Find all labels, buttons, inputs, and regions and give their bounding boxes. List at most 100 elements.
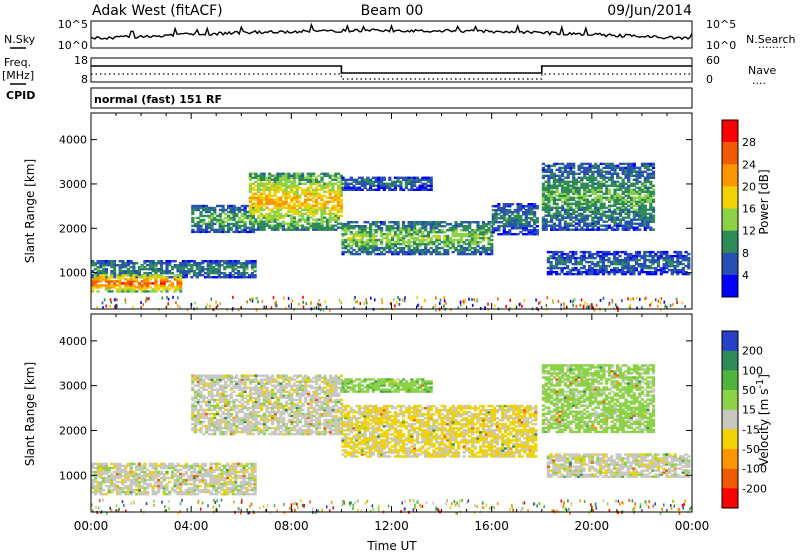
echo-cell xyxy=(574,268,578,272)
echo-cell xyxy=(451,233,455,236)
echo-cell xyxy=(605,196,609,199)
echo-cell xyxy=(317,208,321,211)
echo-cell xyxy=(396,240,400,244)
echo-cell xyxy=(601,254,605,258)
echo-cell xyxy=(129,472,133,476)
echo-cell xyxy=(476,221,480,224)
echo-cell xyxy=(516,215,520,218)
echo-cell xyxy=(607,258,611,262)
echo-cell xyxy=(360,227,364,230)
echo-cell xyxy=(284,190,288,193)
echo-cell xyxy=(190,478,194,482)
echo-cell xyxy=(572,202,576,205)
echo-cell xyxy=(238,218,242,222)
echo-cell xyxy=(170,488,175,492)
echo-cell xyxy=(270,178,274,181)
echo-cell xyxy=(607,192,612,195)
echo-cell xyxy=(462,229,466,232)
echo-cell xyxy=(643,266,647,270)
echo-cell xyxy=(561,188,565,191)
echo-cell xyxy=(151,486,155,490)
echo-cell xyxy=(659,256,663,260)
echo-cell xyxy=(140,486,144,490)
echo-cell xyxy=(157,484,161,488)
echo-cell xyxy=(560,270,564,274)
echo-cell xyxy=(643,208,647,211)
echo-cell xyxy=(328,218,332,221)
echo-cell xyxy=(404,186,408,189)
echo-cell xyxy=(110,476,114,480)
echo-cell xyxy=(184,488,188,492)
echo-cell xyxy=(552,216,556,219)
echo-band xyxy=(491,203,539,236)
echo-cell xyxy=(371,234,375,238)
echo-cell xyxy=(437,250,441,254)
echo-cell xyxy=(544,184,548,187)
echo-cell xyxy=(165,288,169,291)
echo-cell xyxy=(257,216,261,219)
echo-cell xyxy=(382,184,386,187)
echo-cell xyxy=(544,188,548,191)
echo-cell xyxy=(572,186,576,189)
echo-cell xyxy=(213,216,217,220)
echo-cell xyxy=(218,226,222,230)
echo-cell xyxy=(607,250,611,254)
echo-cell xyxy=(298,228,302,231)
echo-cell xyxy=(535,219,539,222)
echo-cell xyxy=(591,224,595,227)
echo-cell xyxy=(569,218,573,221)
noise-cell xyxy=(608,303,610,307)
echo-cell xyxy=(651,272,655,276)
echo-cell xyxy=(292,210,296,213)
echo-cell xyxy=(571,256,575,260)
echo-cell xyxy=(154,262,158,265)
echo-cell xyxy=(146,474,150,478)
echo-cell xyxy=(303,228,308,231)
echo-cell xyxy=(497,203,501,206)
echo-cell xyxy=(508,219,512,222)
echo-cell xyxy=(265,218,269,221)
echo-cell xyxy=(560,260,564,264)
echo-cell xyxy=(212,493,216,496)
colorbar-swatch xyxy=(722,208,738,231)
echo-cell xyxy=(202,220,206,224)
echo-cell xyxy=(380,223,384,226)
echo-cell xyxy=(432,221,436,224)
echo-cell xyxy=(193,222,198,226)
echo-cell xyxy=(292,212,296,215)
echo-cell xyxy=(325,184,330,187)
noise-cell xyxy=(563,306,565,310)
echo-cell xyxy=(154,464,158,468)
echo-cell xyxy=(129,260,133,263)
echo-cell xyxy=(207,230,211,234)
echo-cell xyxy=(558,178,562,181)
echo-cell xyxy=(290,196,294,199)
echo-cell xyxy=(377,186,381,189)
echo-cell xyxy=(110,284,114,287)
echo-cell xyxy=(547,200,551,203)
echo-cell xyxy=(632,216,636,219)
echo-cell xyxy=(355,186,359,189)
echo-cell xyxy=(385,244,389,248)
echo-cell xyxy=(618,186,623,189)
echo-cell xyxy=(561,178,565,181)
echo-cell xyxy=(243,220,247,224)
echo-cell xyxy=(217,472,221,476)
noise-cell xyxy=(473,298,476,302)
echo-cell xyxy=(143,272,147,275)
echo-cell xyxy=(115,488,119,492)
echo-cell xyxy=(574,210,578,213)
echo-cell xyxy=(516,207,520,210)
echo-cell xyxy=(246,204,250,208)
echo-cell xyxy=(162,472,166,476)
noise-cell xyxy=(283,296,285,300)
echo-cell xyxy=(385,246,389,250)
echo-cell xyxy=(558,166,562,170)
echo-cell xyxy=(328,224,332,227)
echo-cell xyxy=(176,276,180,279)
echo-cell xyxy=(468,246,472,250)
echo-cell xyxy=(234,260,238,263)
echo-cell xyxy=(426,188,430,191)
echo-cell xyxy=(220,472,224,476)
echo-cell xyxy=(494,211,498,214)
